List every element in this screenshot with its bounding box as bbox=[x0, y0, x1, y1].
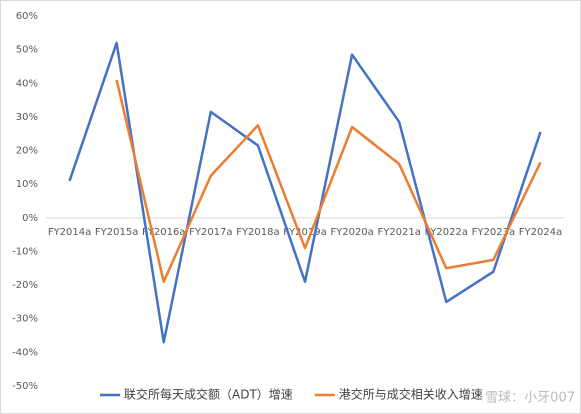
y-tick-label: -30% bbox=[12, 314, 38, 325]
x-tick-label: FY2022a bbox=[425, 227, 468, 238]
x-tick-label: FY2016a bbox=[142, 227, 185, 238]
y-tick-label: -50% bbox=[12, 381, 38, 392]
x-tick-label: FY2018a bbox=[236, 227, 279, 238]
series-line bbox=[68, 41, 542, 344]
y-tick-label: 60% bbox=[16, 11, 38, 22]
x-tick-label: FY2019a bbox=[283, 227, 326, 238]
x-tick-label: FY2015a bbox=[95, 227, 138, 238]
legend: 联交所每天成交额（ADT）增速 港交所与成交相关收入增速 bbox=[100, 387, 483, 402]
x-tick-label: FY2014a bbox=[48, 227, 91, 238]
x-tick-label: FY2017a bbox=[189, 227, 232, 238]
x-tick-label: FY2024a bbox=[519, 227, 562, 238]
y-tick-label: -20% bbox=[12, 280, 38, 291]
legend-label: 港交所与成交相关收入增速 bbox=[339, 387, 483, 402]
y-tick-label: -40% bbox=[12, 347, 38, 358]
y-tick-label: 40% bbox=[16, 78, 38, 89]
legend-label: 联交所每天成交额（ADT）增速 bbox=[124, 387, 293, 402]
x-tick-label: FY2021a bbox=[377, 227, 420, 238]
y-tick-label: 30% bbox=[16, 112, 38, 123]
series-line bbox=[115, 79, 542, 283]
y-tick-label: 20% bbox=[16, 146, 38, 157]
y-tick-label: 0% bbox=[22, 213, 38, 224]
x-tick-label: FY2020a bbox=[330, 227, 373, 238]
y-tick-label: 10% bbox=[16, 179, 38, 190]
x-tick-label: FY2023a bbox=[472, 227, 515, 238]
y-tick-label: 50% bbox=[16, 45, 38, 56]
y-tick-label: -10% bbox=[12, 246, 38, 257]
watermark: 雪球：小牙007 bbox=[485, 391, 575, 406]
